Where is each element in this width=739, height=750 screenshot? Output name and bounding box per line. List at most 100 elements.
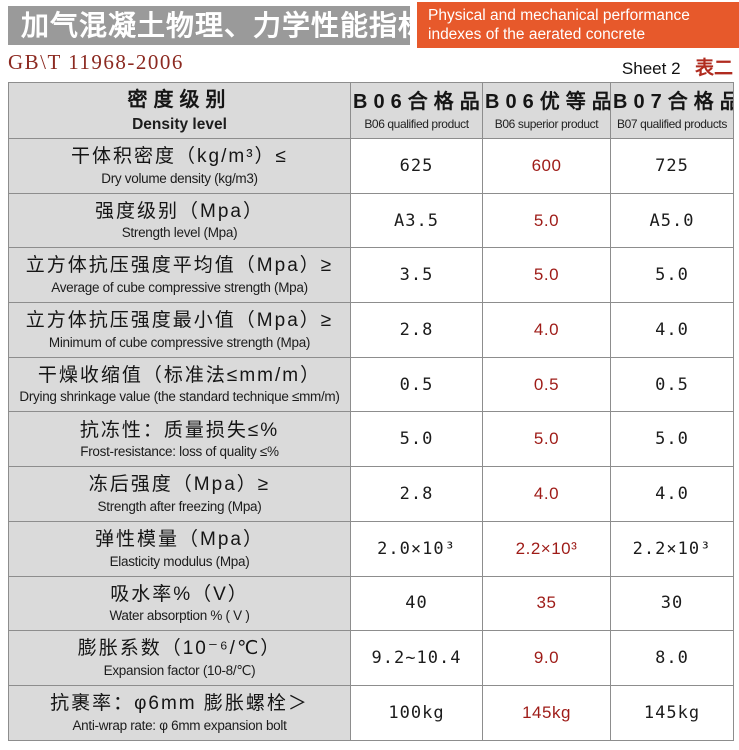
row-label-anti-wrap-rate: 抗裹率：φ6mm 膨胀螺栓＞ Anti-wrap rate: φ 6mm exp… (8, 684, 351, 741)
row-label-frost-resistance: 抗冻性：质量损失≤% Frost-resistance: loss of qua… (8, 411, 351, 468)
value-cell: 40 (350, 575, 483, 632)
value-cell: 2.0×10³ (350, 520, 483, 577)
row-label-zh: 立方体抗压强度最小值（Mpa）≥ (25, 310, 334, 332)
row-label-zh: 膨胀系数（10⁻⁶/℃） (77, 638, 282, 660)
value-cell-highlight: 5.0 (482, 192, 611, 249)
value-cell-highlight: 2.2×10³ (482, 520, 611, 577)
table-row: 冻后强度（Mpa）≥ Strength after freezing (Mpa)… (8, 466, 734, 522)
value-cell-highlight: 145kg (482, 684, 611, 741)
value-cell: 30 (610, 575, 734, 632)
header-col-b06-superior: B06优等品 B06 superior product (482, 82, 611, 139)
row-label-strength-after-freezing: 冻后强度（Mpa）≥ Strength after freezing (Mpa) (8, 466, 351, 522)
row-label-elasticity-modulus: 弹性模量（Mpa） Elasticity modulus (Mpa) (8, 520, 351, 577)
table-row: 立方体抗压强度平均值（Mpa）≥ Average of cube compres… (8, 247, 734, 304)
row-label-en: Anti-wrap rate: φ 6mm expansion bolt (72, 717, 287, 733)
table-row: 弹性模量（Mpa） Elasticity modulus (Mpa) 2.0×1… (8, 520, 734, 577)
banner-title-en-line2: indexes of the aerated concrete (428, 26, 646, 43)
row-label-en: Drying shrinkage value (the standard tec… (19, 389, 340, 405)
value-cell: 2.8 (350, 302, 483, 358)
header-col-zh: B07合格品 (613, 91, 734, 113)
banner-title-en: Physical and mechanical performance inde… (417, 2, 739, 48)
table-row: 干体积密度（kg/m³）≤ Dry volume density (kg/m3)… (8, 138, 734, 194)
row-label-zh: 抗裹率：φ6mm 膨胀螺栓＞ (50, 692, 309, 714)
table-row: 干燥收缩值（标准法≤mm/m） Drying shrinkage value (… (8, 356, 734, 413)
row-label-zh: 冻后强度（Mpa）≥ (88, 474, 271, 496)
value-cell-highlight: 4.0 (482, 302, 611, 358)
value-cell: 0.5 (610, 356, 734, 413)
row-label-strength-level: 强度级别（Mpa） Strength level (Mpa) (8, 192, 351, 249)
sheet-label-zh: 表二 (694, 58, 733, 79)
table-row: 立方体抗压强度最小值（Mpa）≥ Minimum of cube compres… (8, 302, 734, 358)
header-col-en: B06 superior product (494, 117, 599, 131)
row-label-water-absorption: 吸水率%（V） Water absorption % ( V ) (8, 575, 351, 632)
table-row: 吸水率%（V） Water absorption % ( V ) 40 35 3… (8, 575, 734, 632)
header-col-en: B06 qualified product (364, 117, 469, 131)
standard-code: GB\T 11968-2006 (8, 50, 184, 74)
header-col-b07-qualified: B07合格品 B07 qualified products (610, 82, 734, 139)
value-cell-highlight: 9.0 (482, 630, 611, 686)
value-cell: 3.5 (350, 247, 483, 304)
value-cell: 5.0 (610, 411, 734, 468)
row-label-dry-volume-density: 干体积密度（kg/m³）≤ Dry volume density (kg/m3) (8, 138, 351, 194)
value-cell-highlight: 600 (482, 138, 611, 194)
value-cell: 2.8 (350, 466, 483, 522)
header-col-zh: B06合格品 (353, 91, 483, 113)
value-cell-highlight: 5.0 (482, 247, 611, 304)
value-cell: 625 (350, 138, 483, 194)
header-density-level-en: Density level (132, 115, 227, 133)
sheet-label-en: Sheet 2 (621, 59, 681, 78)
row-label-en: Average of cube compressive strength (Mp… (51, 280, 308, 296)
table-row: 膨胀系数（10⁻⁶/℃） Expansion factor (10-8/℃) 9… (8, 630, 734, 686)
value-cell: 0.5 (350, 356, 483, 413)
header-density-level: 密度级别 Density level (8, 82, 351, 139)
spec-table: 密度级别 Density level B06合格品 B06 qualified … (8, 82, 734, 741)
header-col-en: B07 qualified products (617, 117, 727, 131)
row-label-zh: 抗冻性：质量损失≤% (79, 419, 280, 441)
row-label-en: Frost-resistance: loss of quality ≤% (80, 444, 279, 460)
header-density-level-zh: 密度级别 (127, 88, 232, 111)
row-label-zh: 立方体抗压强度平均值（Mpa）≥ (25, 255, 334, 277)
value-cell: 145kg (610, 684, 734, 741)
value-cell: 2.2×10³ (610, 520, 734, 577)
row-label-en: Strength after freezing (Mpa) (97, 498, 262, 514)
table-row: 抗裹率：φ6mm 膨胀螺栓＞ Anti-wrap rate: φ 6mm exp… (8, 684, 734, 741)
value-cell-highlight: 0.5 (482, 356, 611, 413)
table-header-row: 密度级别 Density level B06合格品 B06 qualified … (8, 82, 734, 139)
row-label-en: Expansion factor (10-8/℃) (103, 662, 256, 678)
banner-title-en-line1: Physical and mechanical performance (428, 7, 690, 24)
value-cell: 9.2~10.4 (350, 630, 483, 686)
value-cell-highlight: 4.0 (482, 466, 611, 522)
row-label-en: Strength level (Mpa) (121, 225, 238, 241)
value-cell-highlight: 35 (482, 575, 611, 632)
row-label-en: Water absorption % ( V ) (109, 608, 250, 624)
header-col-zh: B06优等品 (485, 91, 611, 113)
value-cell: 4.0 (610, 466, 734, 522)
row-label-drying-shrinkage: 干燥收缩值（标准法≤mm/m） Drying shrinkage value (… (8, 356, 351, 413)
row-label-zh: 弹性模量（Mpa） (95, 528, 264, 550)
row-label-zh: 吸水率%（V） (110, 583, 249, 605)
row-label-average-compressive-strength: 立方体抗压强度平均值（Mpa）≥ Average of cube compres… (8, 247, 351, 304)
table-row: 强度级别（Mpa） Strength level (Mpa) A3.5 5.0 … (8, 192, 734, 249)
row-label-minimum-compressive-strength: 立方体抗压强度最小值（Mpa）≥ Minimum of cube compres… (8, 302, 351, 358)
banner-title-zh: 加气混凝土物理、力学性能指标 (8, 6, 426, 45)
value-cell-highlight: 5.0 (482, 411, 611, 468)
row-label-zh: 干燥收缩值（标准法≤mm/m） (37, 364, 322, 386)
row-label-zh: 干体积密度（kg/m³）≤ (71, 146, 288, 168)
table-row: 抗冻性：质量损失≤% Frost-resistance: loss of qua… (8, 411, 734, 468)
header-col-b06-qualified: B06合格品 B06 qualified product (350, 82, 483, 139)
row-label-en: Dry volume density (kg/m3) (101, 170, 258, 186)
value-cell: 5.0 (350, 411, 483, 468)
row-label-expansion-factor: 膨胀系数（10⁻⁶/℃） Expansion factor (10-8/℃) (8, 630, 351, 686)
row-label-zh: 强度级别（Mpa） (95, 200, 264, 222)
value-cell: 4.0 (610, 302, 734, 358)
value-cell: 8.0 (610, 630, 734, 686)
value-cell: 725 (610, 138, 734, 194)
row-label-en: Elasticity modulus (Mpa) (109, 553, 250, 569)
value-cell: A3.5 (350, 192, 483, 249)
row-label-en: Minimum of cube compressive strength (Mp… (48, 334, 311, 350)
sheet-label: Sheet 2 表二 (622, 53, 733, 80)
value-cell: 5.0 (610, 247, 734, 304)
value-cell: A5.0 (610, 192, 734, 249)
value-cell: 100kg (350, 684, 483, 741)
